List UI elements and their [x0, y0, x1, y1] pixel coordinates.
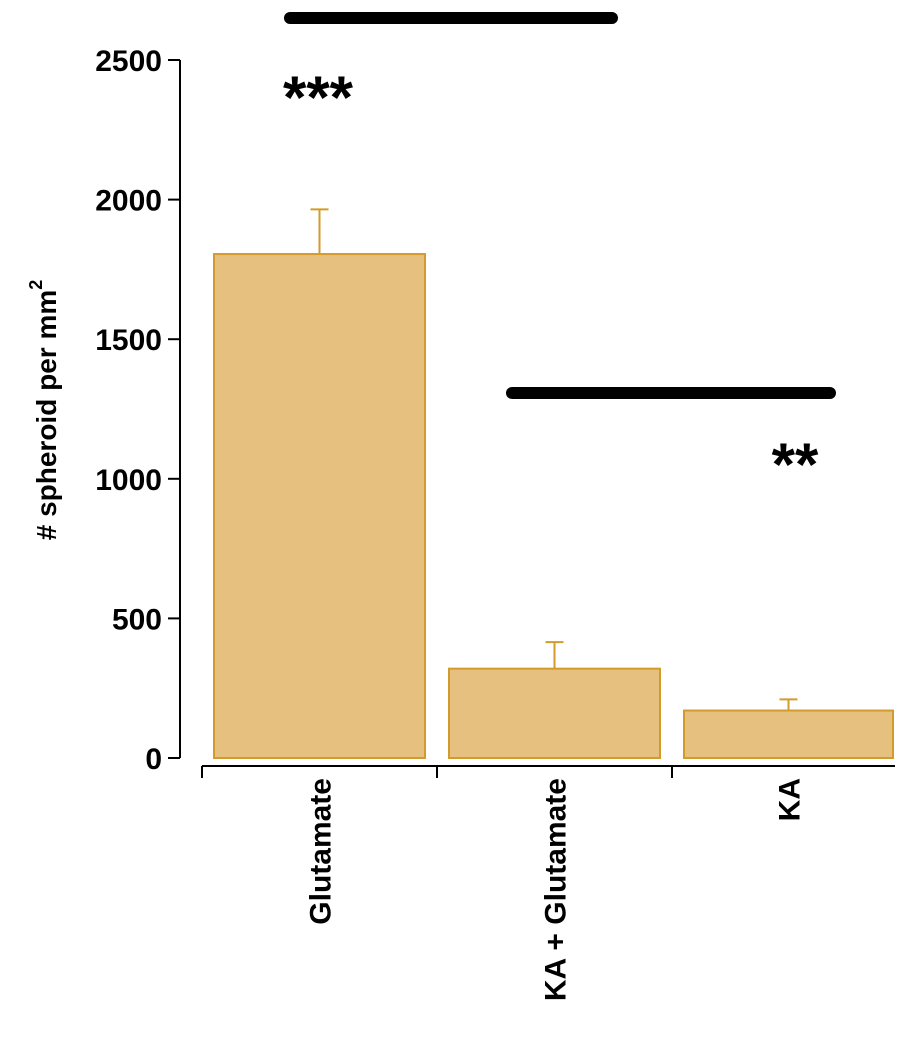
- bars: Glutamate KA + Glutamate KA: [213, 208, 894, 1001]
- significance-markers: *****: [283, 12, 836, 498]
- y-axis-label: # spheroid per mm2: [26, 280, 62, 541]
- y-tick-label: 2000: [95, 185, 162, 218]
- y-tick-label: 500: [112, 603, 162, 636]
- y-tick-label: 0: [145, 743, 162, 776]
- y-tick-label: 1000: [95, 464, 162, 497]
- y-axis-label-superscript: 2: [26, 280, 46, 290]
- y-tick-label: 1500: [95, 324, 162, 357]
- bar: [213, 253, 426, 759]
- bar: [683, 709, 894, 760]
- y-axis-label-text: # spheroid per mm: [31, 290, 62, 541]
- x-tick-label: KA + Glutamate: [540, 778, 573, 1001]
- y-tick-label: 2500: [95, 45, 162, 78]
- x-tick-label: KA: [774, 778, 807, 821]
- significance-stars: **: [772, 431, 819, 498]
- bar: [448, 667, 661, 760]
- significance-stars: ***: [283, 64, 354, 131]
- x-tick-label: Glutamate: [305, 778, 338, 925]
- axes: 0 500 1000 1500 2000 2500: [95, 45, 895, 778]
